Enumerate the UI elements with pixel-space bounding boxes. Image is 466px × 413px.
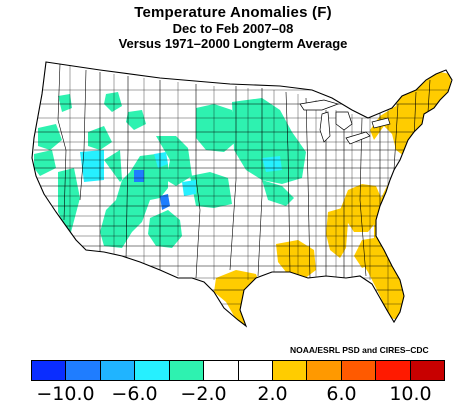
legend-tick-label: 10.0 (389, 383, 432, 405)
legend-tick-label: 2.0 (257, 383, 288, 405)
lake-ontario (371, 117, 391, 129)
data-credit: NOAA/ESRL PSD and CIRES–CDC (290, 345, 429, 355)
lake-superior (299, 99, 340, 111)
lake-erie (345, 131, 371, 145)
lake-huron (335, 111, 353, 131)
cool-anomaly-regions (34, 92, 306, 248)
legend-swatch (410, 361, 445, 380)
legend-swatch (204, 361, 239, 380)
legend-tick-label: 6.0 (326, 383, 357, 405)
map-period: Dec to Feb 2007–08 (172, 21, 294, 36)
great-lakes (299, 99, 391, 145)
legend-swatch (169, 361, 205, 380)
legend-swatch (307, 361, 342, 380)
legend-swatch (376, 361, 411, 380)
map-baseline: Versus 1971–2000 Longterm Average (118, 36, 348, 51)
legend-swatch (32, 361, 67, 380)
legend-swatch (238, 361, 273, 380)
legend-swatch (100, 361, 136, 380)
legend-tick-label: −6.0 (111, 383, 158, 405)
lake-michigan (319, 111, 331, 143)
legend-tick-label: −10.0 (36, 383, 95, 405)
color-legend (31, 360, 445, 381)
legend-swatch (341, 361, 377, 380)
map-title: Temperature Anomalies (F) (134, 4, 332, 21)
legend-swatch (272, 361, 308, 380)
legend-swatch (135, 361, 170, 380)
legend-swatch (66, 361, 101, 380)
us-outline (31, 61, 453, 328)
legend-tick-label: −2.0 (180, 383, 227, 405)
